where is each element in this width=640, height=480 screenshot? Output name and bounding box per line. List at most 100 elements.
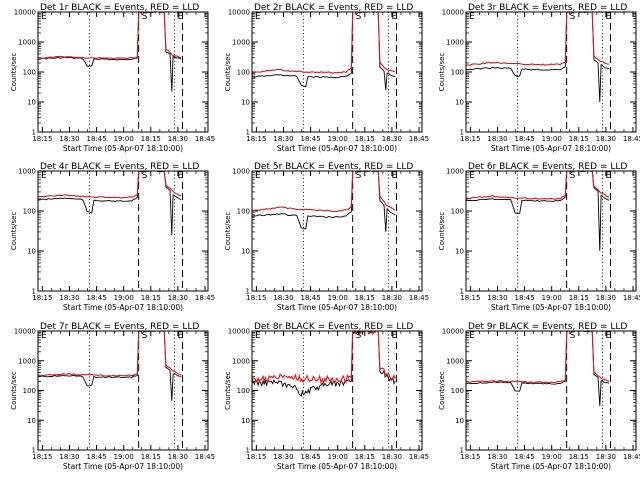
plot-frame <box>37 330 209 451</box>
x-tick-label: 18:15 <box>246 294 266 302</box>
y-tick-label: 1 <box>32 129 36 137</box>
event-marker-label: S <box>142 171 148 181</box>
event-marker-label: E <box>606 331 612 341</box>
events-series-line <box>252 12 396 91</box>
lld-series-line <box>252 12 396 74</box>
y-tick-label: 10 <box>241 417 250 425</box>
x-tick-label: 18:15 <box>355 294 375 302</box>
x-tick-label: 19:00 <box>328 294 348 302</box>
y-tick-label: 1 <box>32 288 36 296</box>
y-tick-label: 100 <box>237 208 250 216</box>
x-tick-label: 18:30 <box>596 294 616 302</box>
x-tick-label: 19:00 <box>328 453 348 461</box>
y-axis-label: Counts/sec <box>10 53 18 92</box>
lld-series-line <box>252 331 396 385</box>
lld-series-line <box>466 171 610 200</box>
x-tick-label: 18:15 <box>141 135 161 143</box>
x-tick-label: 18:30 <box>168 135 188 143</box>
y-tick-label: 10000 <box>14 328 36 336</box>
event-marker-label: E <box>392 12 398 22</box>
panel-title: Det 6r BLACK = Events, RED = LLD <box>468 162 627 172</box>
y-tick-label: 10 <box>27 248 36 256</box>
lld-series-line <box>38 171 182 199</box>
events-series-line <box>252 331 396 398</box>
event-marker-label: E <box>41 331 47 341</box>
events-series-line <box>38 331 182 401</box>
y-axis-label: Counts/sec <box>438 371 446 410</box>
x-tick-label: 18:30 <box>273 135 293 143</box>
events-series-line <box>466 12 610 103</box>
x-tick-label: 18:45 <box>514 135 534 143</box>
x-tick-label: 18:15 <box>246 453 266 461</box>
x-axis-label: Start Time (05-Apr-07 18:10:00) <box>491 144 611 153</box>
event-marker-label: E <box>41 12 47 22</box>
event-marker-label: E <box>255 12 261 22</box>
x-tick-label: 18:15 <box>460 294 480 302</box>
panel-3: Det 3r BLACK = Events, RED = LLD Counts/s… <box>438 3 640 153</box>
x-tick-label: 18:30 <box>273 294 293 302</box>
event-marker-label: E <box>606 171 612 181</box>
panel-5: Det 5r BLACK = Events, RED = LLD Counts/s… <box>224 162 429 312</box>
panel-9: Det 9r BLACK = Events, RED = LLD Counts/s… <box>438 322 640 471</box>
x-tick-label: 18:15 <box>569 453 589 461</box>
y-tick-label: 100 <box>23 387 36 395</box>
event-marker-label: E <box>392 171 398 181</box>
y-tick-label: 1 <box>246 447 250 455</box>
y-tick-label: 1 <box>246 129 250 137</box>
x-tick-label: 18:15 <box>32 453 52 461</box>
x-axis-label: Start Time (05-Apr-07 18:10:00) <box>277 144 397 153</box>
x-axis-label: Start Time (05-Apr-07 18:10:00) <box>277 462 397 471</box>
y-tick-label: 10 <box>455 248 464 256</box>
x-tick-label: 18:15 <box>355 135 375 143</box>
lld-series-line <box>252 171 396 213</box>
y-tick-label: 1 <box>460 129 464 137</box>
event-marker-label: S <box>142 331 148 341</box>
plot-frame <box>465 170 637 292</box>
y-tick-label: 1000 <box>232 39 250 47</box>
panel-8: Det 8r BLACK = Events, RED = LLD Counts/s… <box>224 322 429 471</box>
event-marker-label: S <box>570 331 576 341</box>
x-tick-label: 18:45 <box>623 135 640 143</box>
plot-frame <box>37 11 209 133</box>
x-tick-label: 19:00 <box>328 135 348 143</box>
x-tick-label: 19:00 <box>114 294 134 302</box>
y-tick-label: 10 <box>241 248 250 256</box>
events-series-line <box>466 331 610 407</box>
panel-title: Det 9r BLACK = Events, RED = LLD <box>468 322 627 332</box>
panel-1: Det 1r BLACK = Events, RED = LLD Counts/s… <box>10 3 215 153</box>
panel-title: Det 1r BLACK = Events, RED = LLD <box>40 3 199 13</box>
x-tick-label: 18:45 <box>514 453 534 461</box>
x-tick-label: 18:30 <box>168 453 188 461</box>
y-tick-label: 100 <box>451 69 464 77</box>
x-tick-label: 18:45 <box>195 135 215 143</box>
y-axis-label: Counts/sec <box>10 371 18 410</box>
x-tick-label: 18:45 <box>623 453 640 461</box>
x-tick-label: 18:30 <box>487 294 507 302</box>
x-tick-label: 18:15 <box>460 135 480 143</box>
y-tick-label: 100 <box>451 208 464 216</box>
x-tick-label: 18:30 <box>168 294 188 302</box>
event-marker-label: E <box>178 12 184 22</box>
y-tick-label: 100 <box>237 387 250 395</box>
x-tick-label: 18:45 <box>409 135 429 143</box>
events-series-line <box>38 171 182 236</box>
x-tick-label: 18:30 <box>596 453 616 461</box>
lld-series-line <box>38 331 182 377</box>
event-marker-label: E <box>469 171 475 181</box>
y-tick-label: 1000 <box>232 168 250 176</box>
y-tick-label: 1 <box>32 447 36 455</box>
x-tick-label: 18:30 <box>382 135 402 143</box>
panel-title: Det 4r BLACK = Events, RED = LLD <box>40 162 199 172</box>
y-tick-label: 100 <box>237 69 250 77</box>
x-tick-label: 18:15 <box>141 453 161 461</box>
x-axis-label: Start Time (05-Apr-07 18:10:00) <box>277 303 397 312</box>
y-tick-label: 10000 <box>228 328 250 336</box>
event-marker-label: E <box>469 12 475 22</box>
y-tick-label: 1000 <box>18 357 36 365</box>
x-tick-label: 18:45 <box>409 453 429 461</box>
x-tick-label: 18:15 <box>141 294 161 302</box>
events-series-line <box>466 171 610 252</box>
x-tick-label: 18:15 <box>32 135 52 143</box>
y-tick-label: 1 <box>460 447 464 455</box>
